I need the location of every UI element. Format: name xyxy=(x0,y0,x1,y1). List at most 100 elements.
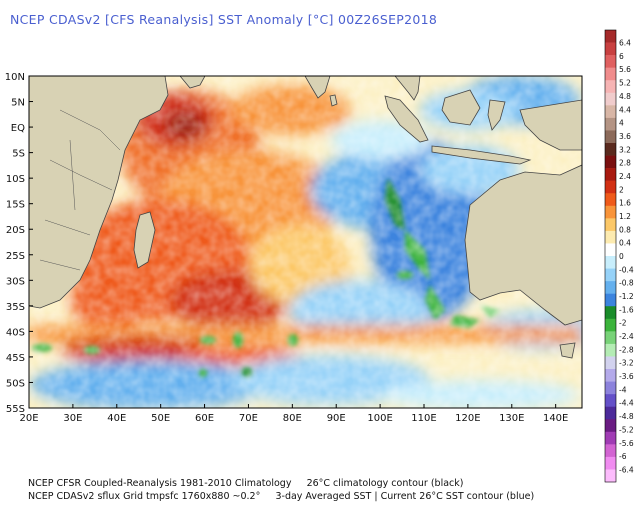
colorbar-swatch xyxy=(605,105,616,119)
anomaly-field xyxy=(29,76,582,408)
colorbar-swatch xyxy=(605,369,616,382)
lon-tick-label: 50E xyxy=(151,413,170,424)
colorbar-swatch xyxy=(605,293,616,307)
footer-line2-left: NCEP CDASv2 sflux Grid tmpsfc 1760x880 ~… xyxy=(28,491,261,502)
colorbar-label: -2 xyxy=(619,319,627,328)
footer-line1-left: NCEP CFSR Coupled-Reanalysis 1981-2010 C… xyxy=(28,478,292,489)
colorbar-label: 2.8 xyxy=(619,159,631,168)
colorbar-label: 0 xyxy=(619,252,624,261)
colorbar-swatch xyxy=(605,256,616,269)
colorbar-swatch xyxy=(605,419,616,433)
colorbar-swatch xyxy=(605,281,616,294)
colorbar-swatch xyxy=(605,193,616,207)
colorbar-swatch xyxy=(605,67,616,81)
colorbar-swatch xyxy=(605,268,616,282)
colorbar-label: 4.4 xyxy=(619,105,631,114)
lat-tick-label: 20S xyxy=(6,225,25,236)
colorbar-swatch xyxy=(605,30,616,43)
colorbar-label: 0.8 xyxy=(619,225,631,234)
colorbar-label: -3.6 xyxy=(619,372,634,381)
colorbar-label: -1.2 xyxy=(619,292,634,301)
lon-tick-label: 40E xyxy=(107,413,126,424)
lat-tick-label: 25S xyxy=(6,251,25,262)
map-title: NCEP CDASv2 [CFS Reanalysis] SST Anomaly… xyxy=(10,12,438,27)
colorbar-label: -0.4 xyxy=(619,265,634,274)
colorbar-swatch xyxy=(605,205,616,219)
lat-tick-label: 40S xyxy=(6,327,25,338)
colorbar-swatch xyxy=(605,456,616,470)
lon-tick-label: 140E xyxy=(543,413,568,424)
colorbar-swatch xyxy=(605,406,616,420)
colorbar-swatch xyxy=(605,92,616,106)
colorbar-swatch xyxy=(605,80,616,94)
colorbar-label: 1.2 xyxy=(619,212,631,221)
colorbar-label: 3.6 xyxy=(619,132,631,141)
lat-tick-label: 50S xyxy=(6,378,25,389)
colorbar-label: 2 xyxy=(619,185,624,194)
colorbar-label: -1.6 xyxy=(619,305,634,314)
colorbar-swatch xyxy=(605,143,616,156)
lat-tick-label: 35S xyxy=(6,302,25,313)
colorbar-label: 4.8 xyxy=(619,92,631,101)
lat-tick-label: 10N xyxy=(5,72,25,83)
colorbar-label: 3.2 xyxy=(619,145,631,154)
footer-line1-right: 26°C climatology contour (black) xyxy=(306,478,464,489)
colorbar-swatch xyxy=(605,42,616,56)
colorbar-swatch xyxy=(605,394,616,407)
lon-tick-label: 60E xyxy=(195,413,214,424)
colorbar-label: 5.2 xyxy=(619,79,631,88)
lon-tick-label: 20E xyxy=(19,413,38,424)
colorbar-swatch xyxy=(605,331,616,345)
colorbar-swatch xyxy=(605,55,616,68)
lat-tick-label: 30S xyxy=(6,276,25,287)
colorbar-label: 2.4 xyxy=(619,172,631,181)
lon-tick-label: 30E xyxy=(63,413,82,424)
colorbar-label: 0.4 xyxy=(619,239,631,248)
colorbar-swatch xyxy=(605,180,616,194)
colorbar-swatch xyxy=(605,356,616,370)
colorbar-swatch xyxy=(605,230,616,244)
colorbar: 6.4 6 5.6 5.2 4.8 4.4 4 3.6 3.2 2.8 2.4 2 1.6 1.2 0.8 0… xyxy=(604,29,634,483)
lat-tick-label: 55S xyxy=(6,404,25,415)
colorbar-swatch xyxy=(605,243,616,257)
colorbar-swatch xyxy=(605,155,616,169)
colorbar-swatch xyxy=(605,381,616,395)
colorbar-swatch xyxy=(605,444,616,458)
lat-tick-label: 5N xyxy=(11,98,25,109)
colorbar-label: 6 xyxy=(619,52,624,61)
map-frame xyxy=(28,75,583,409)
colorbar-label: -4.4 xyxy=(619,399,634,408)
longitude-axis: 20E 30E 40E 50E 60E 70E 80E 90E 100E 110E 120E 130E… xyxy=(19,404,568,424)
colorbar-label: 1.6 xyxy=(619,199,631,208)
colorbar-label: -5.2 xyxy=(619,425,634,434)
colorbar-swatch xyxy=(605,469,616,483)
colorbar-swatch xyxy=(605,431,616,445)
lat-tick-label: 5S xyxy=(12,149,25,160)
lon-tick-label: 90E xyxy=(327,413,346,424)
lat-tick-label: 15S xyxy=(6,200,25,211)
colorbar-label: -2.4 xyxy=(619,332,634,341)
colorbar-swatch xyxy=(605,343,616,357)
land xyxy=(29,76,582,359)
lon-tick-label: 80E xyxy=(283,413,302,424)
colorbar-swatch xyxy=(605,117,616,131)
lat-tick-label: 45S xyxy=(6,353,25,364)
colorbar-swatch xyxy=(605,306,616,320)
lon-tick-label: 130E xyxy=(499,413,524,424)
colorbar-label: 6.4 xyxy=(619,39,631,48)
lon-tick-label: 110E xyxy=(411,413,436,424)
footer-line2-right: 3-day Averaged SST | Current 26°C SST co… xyxy=(275,491,535,502)
lat-tick-label: EQ xyxy=(11,123,25,134)
colorbar-swatch xyxy=(605,130,616,144)
footer-line-2: NCEP CDASv2 sflux Grid tmpsfc 1760x880 ~… xyxy=(28,491,534,502)
colorbar-label: -2.8 xyxy=(619,345,634,354)
footer-line-1: NCEP CFSR Coupled-Reanalysis 1981-2010 C… xyxy=(28,478,463,489)
colorbar-swatch xyxy=(605,318,616,332)
lon-tick-label: 100E xyxy=(367,413,392,424)
lon-tick-label: 120E xyxy=(455,413,480,424)
colorbar-label: -3.2 xyxy=(619,359,634,368)
colorbar-label: -4 xyxy=(619,385,627,394)
colorbar-label: -6.4 xyxy=(619,465,634,474)
latitude-axis: 10N 5N EQ 5S 10S 15S 20S 25S 30S 35S 40S 45S 50S 55S xyxy=(5,72,33,415)
